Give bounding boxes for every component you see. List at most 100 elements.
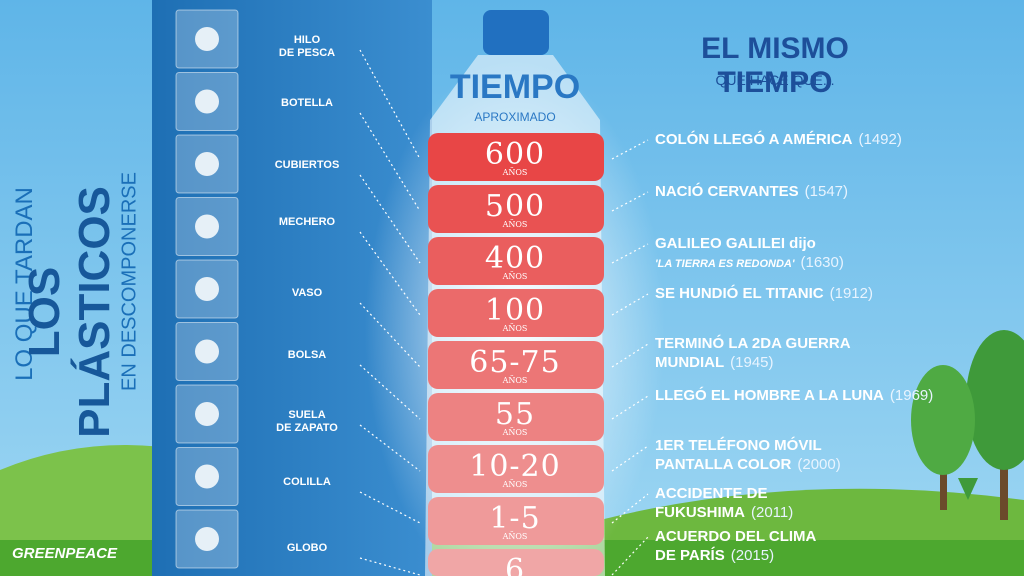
event-year: (1492) bbox=[858, 131, 902, 148]
time-unit: AÑOS bbox=[502, 480, 528, 489]
bottle-row bbox=[428, 341, 604, 389]
icon bbox=[195, 339, 219, 364]
time-number: 65-75 bbox=[469, 345, 561, 380]
event: SE HUNDIÓ EL TITANIC (1912) bbox=[655, 284, 873, 303]
icon bbox=[195, 277, 219, 301]
icon bbox=[195, 89, 219, 114]
event-year: (1630) bbox=[800, 254, 844, 271]
side-title-2: LOS PLÁSTICOS bbox=[20, 186, 119, 438]
connector bbox=[359, 557, 421, 576]
event: GALILEO GALILEI dijo 'LA TIERRA ES REDOND… bbox=[655, 234, 844, 274]
connectors bbox=[359, 49, 649, 576]
event: NACIÓ CERVANTES (1547) bbox=[655, 182, 848, 201]
time-value: 500 AÑOS bbox=[430, 189, 600, 229]
icon-column bbox=[175, 9, 239, 569]
event: ACCIDENTE DE FUKUSHIMA (2011) bbox=[655, 484, 793, 522]
time-value: 100 AÑOS bbox=[430, 293, 600, 333]
event-text: NACIÓ CERVANTES bbox=[655, 183, 799, 200]
connector bbox=[359, 49, 421, 160]
event-year: (1547) bbox=[804, 183, 848, 200]
time-number: 500 bbox=[484, 189, 546, 224]
event-quote: 'LA TIERRA ES REDONDA' bbox=[655, 258, 795, 270]
time-value: 65-75 AÑOS bbox=[430, 345, 600, 385]
event-text: COLÓN LLEGÓ A AMÉRICA bbox=[655, 131, 853, 148]
icon bbox=[195, 402, 219, 426]
object-label: SUELA DE ZAPATO bbox=[276, 409, 338, 434]
connector bbox=[611, 445, 649, 472]
object-label: CUBIERTOS bbox=[274, 159, 340, 171]
event-text: ACUERDO DEL CLIMA DE PARÍS bbox=[655, 528, 817, 564]
bottle-row bbox=[428, 185, 604, 233]
icon bbox=[195, 152, 219, 176]
time-unit: AÑOS bbox=[502, 376, 528, 385]
time-value: 55 AÑOS bbox=[430, 397, 600, 437]
bottle-title: TIEMPO bbox=[449, 68, 581, 106]
event: COLÓN LLEGÓ A AMÉRICA (1492) bbox=[655, 130, 902, 149]
connector bbox=[359, 112, 421, 212]
object-label: GLOBO bbox=[286, 542, 328, 554]
event-text: GALILEO GALILEI dijo bbox=[655, 235, 816, 252]
connector bbox=[611, 243, 649, 264]
time-value: 400 AÑOS bbox=[430, 241, 600, 281]
connector bbox=[611, 343, 649, 368]
time-number: 400 bbox=[484, 241, 546, 276]
time-value: 6MESES bbox=[430, 553, 600, 576]
time-unit: AÑOS bbox=[502, 532, 528, 541]
event: TERMINÓ LA 2DA GUERRA MUNDIAL (1945) bbox=[655, 334, 851, 372]
event-year: (1969) bbox=[889, 387, 934, 404]
connector bbox=[611, 293, 649, 316]
time-value: 1-5 AÑOS bbox=[430, 501, 600, 541]
time-unit: AÑOS bbox=[502, 220, 528, 229]
event-year: (1945) bbox=[730, 354, 774, 371]
bottle-subtitle: APROXIMADO bbox=[474, 110, 556, 124]
event-text: TERMINÓ LA 2DA GUERRA MUNDIAL bbox=[655, 335, 851, 371]
side-title-3: EN DESCOMPONERSE bbox=[118, 172, 141, 391]
time-value: 10-20 AÑOS bbox=[430, 449, 600, 489]
connector bbox=[359, 491, 421, 524]
connector bbox=[611, 139, 649, 160]
event-text: SE HUNDIÓ EL TITANIC bbox=[655, 285, 824, 302]
connector bbox=[359, 364, 421, 420]
time-unit: AÑOS bbox=[502, 324, 528, 333]
bottle-row bbox=[428, 445, 604, 493]
object-label: HILO DE PESCA bbox=[278, 34, 336, 59]
object-label: MECHERO bbox=[278, 216, 336, 228]
event-text: ACCIDENTE DE FUKUSHIMA bbox=[655, 485, 768, 521]
bottle-row bbox=[428, 133, 604, 181]
time-number: 55 bbox=[494, 397, 536, 432]
bottle-row bbox=[428, 393, 604, 441]
object-label: COLILLA bbox=[283, 476, 331, 488]
time-unit: AÑOS bbox=[502, 428, 528, 437]
icon bbox=[195, 27, 219, 51]
object-label: BOTELLA bbox=[281, 97, 333, 109]
bottle-row bbox=[428, 289, 604, 337]
event: LLEGÓ EL HOMBRE A LA LUNA (1969) bbox=[655, 386, 933, 405]
event-year: (2015) bbox=[730, 547, 775, 564]
event-year: (2000) bbox=[797, 456, 841, 473]
icon bbox=[195, 214, 219, 239]
object-label: VASO bbox=[291, 287, 323, 299]
connector bbox=[359, 231, 421, 316]
icon bbox=[195, 527, 219, 551]
time-number: 6 bbox=[504, 553, 526, 576]
trees bbox=[911, 330, 1024, 520]
icon bbox=[195, 464, 219, 489]
event-text: 1ER TELÉFONO MÓVIL PANTALLA COLOR bbox=[655, 437, 822, 473]
logo: GREENPEACE bbox=[12, 545, 118, 562]
connector bbox=[611, 191, 649, 212]
time-number: 1-5 bbox=[489, 501, 541, 536]
time-number: 100 bbox=[484, 293, 546, 328]
time-unit: AÑOS bbox=[502, 272, 528, 281]
event: 1ER TELÉFONO MÓVIL PANTALLA COLOR (2000) bbox=[655, 436, 841, 474]
bottle-row bbox=[428, 237, 604, 285]
event-year: (2011) bbox=[751, 504, 794, 521]
object-label: BOLSA bbox=[287, 349, 327, 361]
event-text: LLEGÓ EL HOMBRE A LA LUNA bbox=[655, 387, 884, 404]
bottle-row bbox=[428, 497, 604, 545]
right-subtitle: QUE HACE QUE... bbox=[715, 72, 835, 88]
connector bbox=[611, 536, 649, 576]
right-title: EL MISMO TIEMPO bbox=[701, 32, 849, 99]
time-number: 600 bbox=[484, 137, 546, 172]
time-value: 600 AÑOS bbox=[430, 137, 600, 177]
